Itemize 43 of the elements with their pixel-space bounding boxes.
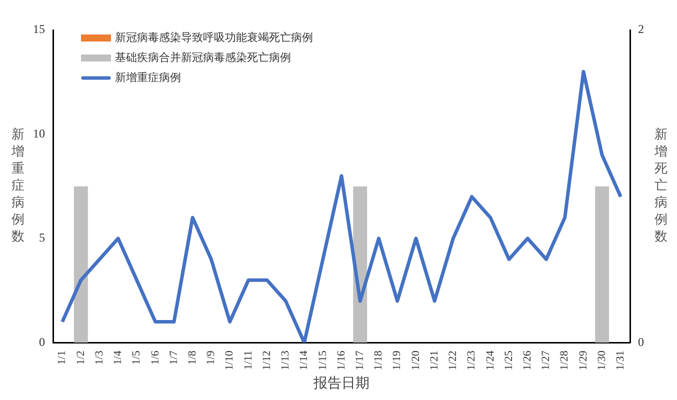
x-tick-label: 1/22 — [447, 350, 460, 370]
x-tick-label: 1/27 — [540, 350, 552, 370]
x-tick-label: 1/14 — [298, 350, 310, 370]
x-tick-label: 1/16 — [335, 350, 348, 370]
x-tick-label: 1/4 — [112, 350, 124, 365]
x-tick-label: 1/7 — [168, 350, 180, 365]
x-tick-label: 1/20 — [410, 350, 422, 370]
y-tick-label: 5 — [39, 230, 45, 245]
x-tick-label: 1/25 — [502, 350, 515, 370]
x-tick-label: 1/5 — [130, 350, 143, 365]
x-tick-label: 1/21 — [428, 350, 440, 370]
x-tick-label: 1/6 — [149, 350, 162, 365]
x-tick-label: 1/29 — [577, 350, 590, 370]
x-tick-label: 1/19 — [391, 350, 404, 370]
y-tick-label: 15 — [33, 22, 45, 36]
x-tick-label: 1/24 — [484, 350, 496, 370]
y-tick-label: 0 — [39, 334, 45, 349]
y2-tick-label: 0 — [638, 334, 644, 349]
x-tick-label: 1/23 — [466, 350, 478, 370]
x-tick-label: 1/10 — [224, 350, 236, 370]
y2-axis-title: 新增死亡病例数 — [654, 126, 668, 244]
y-axis-title: 新增重症病例数 — [10, 126, 24, 244]
y2-tick-label: 2 — [638, 22, 644, 36]
x-tick-label: 1/15 — [316, 350, 329, 370]
legend-label: 基础疾病合并新冠病毒感染死亡病例 — [115, 50, 291, 64]
x-tick-label: 1/11 — [242, 350, 254, 370]
x-tick-label: 1/9 — [205, 350, 218, 365]
x-tick-label: 1/3 — [93, 350, 106, 365]
x-axis-title: 报告日期 — [312, 375, 370, 392]
x-tick-label: 1/8 — [186, 350, 198, 365]
x-tick-label: 1/17 — [354, 350, 366, 370]
legend-label: 新冠病毒感染导致呼吸功能衰竭死亡病例 — [115, 30, 313, 44]
y-tick-label: 10 — [33, 126, 45, 140]
x-tick-label: 1/1 — [56, 350, 68, 365]
x-tick-label: 1/2 — [74, 350, 87, 365]
x-tick-label: 1/28 — [558, 350, 571, 370]
x-tick-label: 1/18 — [372, 350, 385, 370]
x-tick-label: 1/26 — [522, 350, 534, 370]
x-tick-label: 1/13 — [280, 350, 292, 370]
legend-label: 新增重症病例 — [115, 70, 181, 84]
x-tick-label: 1/30 — [596, 350, 608, 370]
x-tick-label: 1/12 — [260, 350, 273, 370]
x-tick-label: 1/31 — [614, 350, 627, 370]
